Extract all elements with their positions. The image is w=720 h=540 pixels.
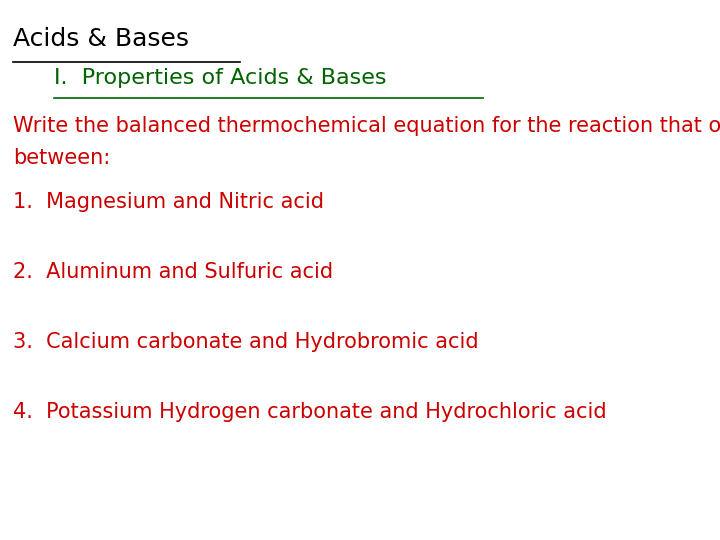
Text: Write the balanced thermochemical equation for the reaction that occurs: Write the balanced thermochemical equati…	[13, 116, 720, 136]
Text: 2.  Aluminum and Sulfuric acid: 2. Aluminum and Sulfuric acid	[13, 262, 333, 282]
Text: I.  Properties of Acids & Bases: I. Properties of Acids & Bases	[54, 68, 387, 87]
Text: Acids & Bases: Acids & Bases	[13, 27, 189, 51]
Text: between:: between:	[13, 148, 110, 168]
Text: 1.  Magnesium and Nitric acid: 1. Magnesium and Nitric acid	[13, 192, 324, 212]
Text: 3.  Calcium carbonate and Hydrobromic acid: 3. Calcium carbonate and Hydrobromic aci…	[13, 332, 479, 352]
Text: 4.  Potassium Hydrogen carbonate and Hydrochloric acid: 4. Potassium Hydrogen carbonate and Hydr…	[13, 402, 606, 422]
